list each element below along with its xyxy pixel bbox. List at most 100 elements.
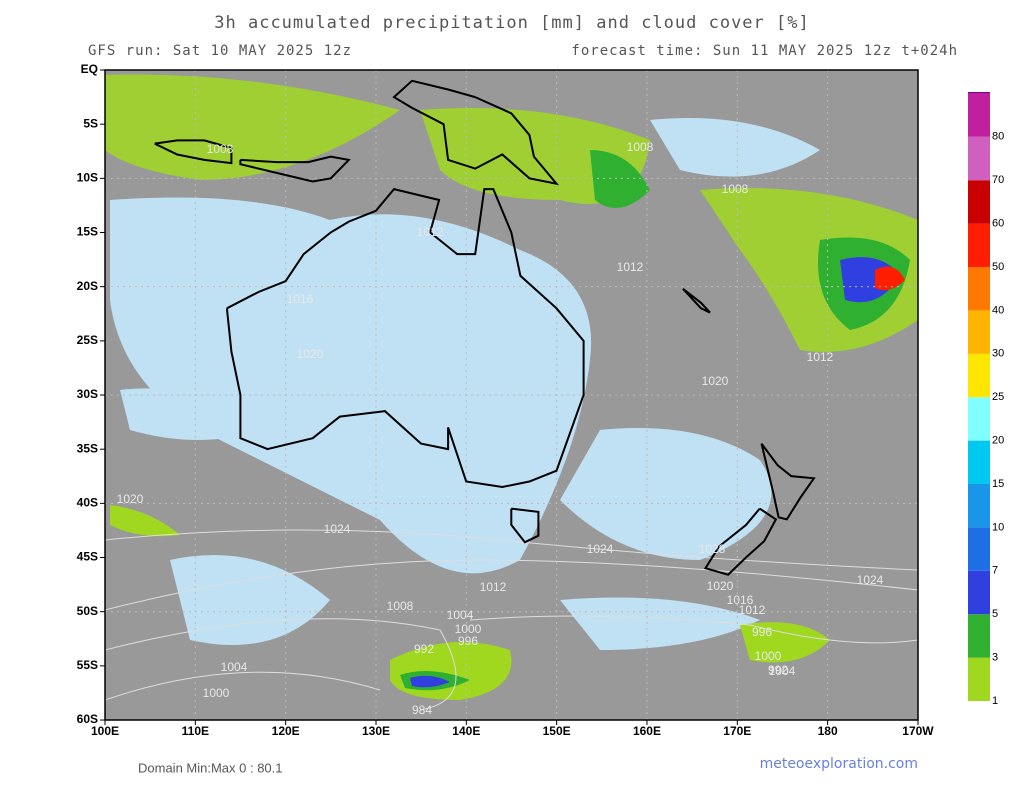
colorbar-label: 20	[992, 435, 1004, 447]
isobar-label: 1000	[755, 649, 782, 663]
coastlines	[154, 79, 816, 576]
lat-label: 40S	[77, 496, 98, 510]
isobar-label: 1012	[417, 225, 444, 239]
graticule	[105, 70, 918, 720]
isobar-label: 1004	[447, 608, 474, 622]
isobar-label: 1012	[807, 350, 834, 364]
lat-label: 10S	[77, 171, 98, 185]
clear-areas	[110, 118, 820, 650]
coastline	[703, 507, 778, 576]
colorbar-swatch	[968, 310, 990, 354]
colorbar-label: 30	[992, 348, 1004, 360]
isobar-label: 992	[768, 663, 788, 677]
isobar-label: 1012	[739, 603, 766, 617]
coastline	[154, 139, 233, 165]
isobar-label: 1024	[587, 542, 614, 556]
lon-label: 140E	[452, 724, 480, 738]
coastline	[239, 155, 351, 183]
lat-label: EQ	[81, 62, 98, 76]
isobar-label: 1016	[727, 593, 754, 607]
colorbar-swatch	[968, 353, 990, 398]
colorbar-swatch	[968, 92, 990, 94]
isobar-label: 1016	[287, 292, 314, 306]
isobar-label: 1008	[207, 142, 234, 156]
colorbar-swatch	[968, 527, 990, 571]
colorbar-label: 60	[992, 218, 1004, 230]
colorbar-swatch	[968, 657, 990, 701]
isobar-label: 1008	[627, 140, 654, 154]
isobar-label: 1028	[699, 542, 726, 556]
colorbar-swatch	[968, 397, 990, 441]
colorbar-swatch	[968, 223, 990, 267]
precip-peak	[875, 266, 905, 291]
isobar-label: 996	[458, 634, 478, 648]
colorbar-swatch	[968, 267, 990, 311]
lat-label: 35S	[77, 441, 98, 455]
isobar-label: 1008	[722, 182, 749, 196]
isobar-label: 1004	[769, 664, 796, 678]
isobar-label: 1000	[455, 622, 482, 636]
isobar-label: 1020	[702, 374, 729, 388]
isobar-label: 1020	[707, 579, 734, 593]
colorbar-swatch	[968, 136, 990, 181]
colorbar-label: 15	[992, 478, 1004, 490]
isobar-label: 1000	[203, 686, 230, 700]
colorbar-swatch	[968, 93, 990, 137]
isobar-label: 992	[414, 642, 434, 656]
lat-label: 15S	[77, 225, 98, 239]
lon-label: 100E	[91, 724, 119, 738]
isobar-label: 1024	[324, 522, 351, 536]
isobar-label: 984	[412, 703, 432, 717]
isobar-label: 1024	[857, 573, 884, 587]
coastline	[225, 187, 585, 489]
isobar-label: 1012	[617, 260, 644, 274]
lon-label: 120E	[272, 724, 300, 738]
isobar-label: 1008	[387, 599, 414, 613]
isobar-label: 996	[752, 625, 772, 639]
colorbar-label: 25	[992, 391, 1004, 403]
colorbar-label: 1	[992, 695, 998, 707]
title: 3h accumulated precipitation [mm] and cl…	[214, 13, 809, 33]
lon-label: 170W	[902, 724, 934, 738]
colorbar-label: 10	[992, 521, 1004, 533]
lat-label: 25S	[77, 333, 98, 347]
colorbar-label: 50	[992, 261, 1004, 273]
lat-label: 60S	[77, 712, 98, 726]
lon-label: 180	[818, 724, 838, 738]
lon-label: 110E	[182, 724, 209, 738]
colorbar-label: 3	[992, 652, 998, 664]
isobar-label: 1004	[221, 660, 248, 674]
coastline	[682, 288, 711, 314]
colorbar-label: 40	[992, 304, 1004, 316]
lat-label: 50S	[77, 604, 98, 618]
isobars	[105, 529, 918, 711]
colorbar-swatch	[968, 440, 990, 484]
lat-label: 30S	[77, 387, 98, 401]
colorbar-swatch	[968, 180, 990, 224]
colorbar-swatch	[968, 614, 990, 658]
credit: meteoexploration.com	[760, 756, 918, 772]
isobar-label: 1020	[297, 347, 324, 361]
lon-label: 150E	[543, 724, 571, 738]
lat-label: 5S	[83, 116, 98, 130]
colorbar-swatch	[968, 570, 990, 615]
isobar-label: 1020	[117, 492, 144, 506]
lon-label: 130E	[362, 724, 390, 738]
lon-label: 170E	[723, 724, 751, 738]
lat-label: 20S	[77, 279, 98, 293]
coastline	[760, 443, 816, 521]
coastline	[392, 79, 560, 186]
colorbar-label: 70	[992, 174, 1004, 186]
colorbar-label: 80	[992, 131, 1004, 143]
lat-label: 45S	[77, 550, 98, 564]
colorbar-label: 7	[992, 565, 998, 577]
run-label: GFS run: Sat 10 MAY 2025 12z	[88, 43, 352, 59]
domain-minmax: Domain Min:Max 0 : 80.1	[138, 760, 283, 775]
lon-label: 160E	[633, 724, 661, 738]
forecast-label: forecast time: Sun 11 MAY 2025 12z t+024…	[571, 43, 958, 59]
colorbar-swatch	[968, 484, 990, 528]
isobar-label: 1012	[480, 580, 507, 594]
coastline	[510, 507, 540, 544]
map	[105, 70, 918, 720]
